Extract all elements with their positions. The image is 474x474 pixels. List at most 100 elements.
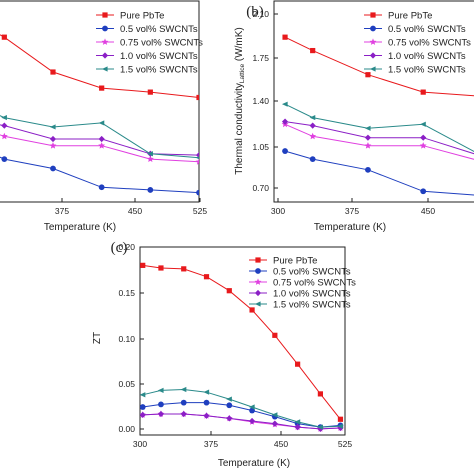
data-point (248, 417, 256, 425)
x-axis-label: Temperature (K) (314, 222, 386, 233)
data-point (249, 307, 255, 313)
data-point (1, 114, 7, 121)
series-0 (0, 34, 199, 101)
plot-area (0, 34, 199, 196)
data-point (294, 419, 301, 425)
legend-label: Pure PbTe (273, 256, 317, 267)
y-axis-label-main: Thermal conductivity (234, 83, 245, 175)
legend-marker (370, 12, 376, 18)
y-tick-label: 0.05 (118, 379, 135, 389)
series-line (142, 413, 341, 430)
legend-label: 1.5 vol% SWCNTs (120, 65, 198, 76)
data-point (98, 184, 105, 191)
legend-label: 0.5 vol% SWCNTs (273, 267, 351, 278)
data-point (317, 391, 323, 397)
data-point (365, 166, 371, 173)
series-line (284, 103, 474, 152)
legend-marker (369, 38, 377, 45)
legend-marker (255, 268, 261, 274)
chart-panel-c: 300 375 450 525 0.00 0.05 0.10 0.15 0.20 Temperat… (92, 240, 356, 469)
series-3 (0, 122, 199, 159)
data-point (281, 101, 288, 107)
legend-label: 0.5 vol% SWCNTs (388, 24, 466, 35)
panel-label: (c) (111, 240, 128, 256)
data-point (147, 151, 153, 157)
y-tick-label: 0.20 (118, 242, 135, 252)
y-tick-label: 1.75 (252, 53, 269, 63)
data-point (203, 389, 210, 395)
y-tick-label: 0.00 (118, 424, 135, 434)
data-point (180, 399, 187, 406)
series-line (0, 134, 199, 163)
data-point (271, 412, 278, 418)
data-point (309, 122, 316, 129)
y-tick-label: 2.10 (252, 9, 269, 19)
series-line (142, 402, 341, 428)
series-3 (281, 118, 474, 155)
data-point (98, 120, 105, 126)
data-point (195, 156, 199, 160)
data-point (248, 404, 255, 410)
data-point (309, 156, 316, 163)
y-tick-label: 1.40 (252, 96, 269, 106)
data-point (420, 188, 427, 195)
series-2 (281, 120, 474, 160)
plot-frame (0, 0, 200, 203)
series-line (142, 413, 341, 430)
data-point (317, 425, 324, 432)
series-1 (282, 148, 474, 196)
data-point (147, 187, 154, 193)
chart-panel-b: 300 375 450 0.70 1.05 1.40 1.75 2.10 Temperature… (234, 0, 474, 233)
y-tick-label: 1.05 (252, 142, 269, 152)
plot-area (281, 34, 474, 196)
data-point (50, 165, 56, 172)
data-point (140, 262, 146, 268)
data-point (203, 274, 210, 280)
x-tick-label: 450 (128, 206, 142, 216)
series-0 (140, 262, 344, 422)
data-point (180, 410, 187, 418)
data-point (195, 152, 199, 159)
data-point (365, 72, 371, 78)
y-tick-label: 0.10 (118, 334, 135, 344)
data-point (196, 189, 199, 196)
data-point (309, 132, 317, 140)
data-point (0, 132, 8, 140)
x-tick-label: 525 (338, 439, 352, 449)
series-4 (0, 114, 199, 160)
data-point (140, 404, 146, 410)
series-3 (140, 410, 344, 432)
data-point (180, 386, 187, 393)
data-point (181, 266, 187, 272)
legend-marker (102, 25, 108, 32)
series-line (0, 156, 199, 194)
y-tick-label: 0.70 (252, 183, 269, 193)
data-point (364, 134, 372, 141)
data-point (364, 125, 371, 131)
legend-marker (101, 66, 108, 72)
legend: Pure PbTe 0.5 vol% SWCNTs 0.75 vol% SWCNTs… (96, 11, 203, 76)
data-point (49, 135, 57, 143)
data-point (337, 416, 344, 422)
data-point (272, 332, 278, 338)
series-0 (282, 34, 474, 97)
y-tick-label: 0.15 (118, 288, 135, 298)
data-point (98, 135, 105, 143)
data-point (158, 265, 164, 271)
data-point (196, 94, 199, 101)
data-point (226, 396, 232, 402)
legend-marker (101, 52, 109, 59)
data-point (146, 155, 154, 163)
data-point (337, 423, 344, 429)
legend-label: 1.0 vol% SWCNTs (120, 51, 198, 62)
legend-label: 0.75 vol% SWCNTs (273, 278, 356, 289)
x-tick-label: 450 (274, 439, 288, 449)
legend-label: 1.0 vol% SWCNTs (388, 51, 466, 62)
data-point (157, 410, 165, 418)
y-axis-label-main: ZT (92, 332, 103, 344)
legend-marker (254, 301, 261, 307)
x-axis-label: Temperature (K) (44, 222, 116, 233)
legend-label: 0.75 vol% SWCNTs (388, 38, 471, 49)
x-tick-label: 375 (204, 439, 218, 449)
